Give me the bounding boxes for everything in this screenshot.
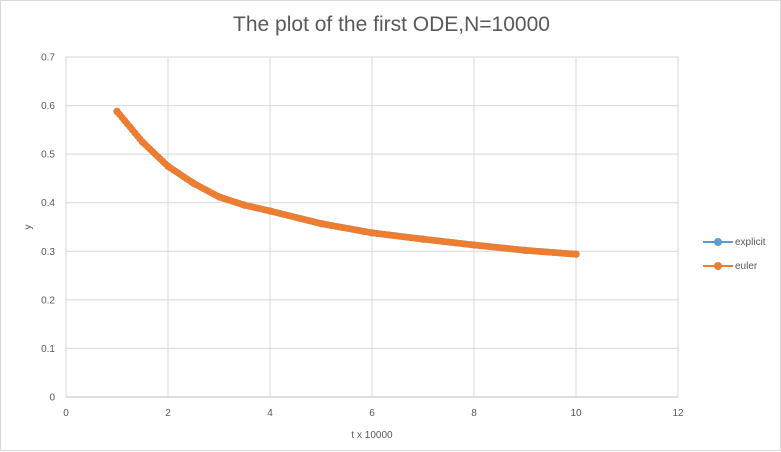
x-tick-label: 12 bbox=[672, 408, 684, 419]
series-line-explicit bbox=[114, 108, 579, 258]
legend-label-explicit: explicit bbox=[735, 236, 766, 248]
y-tick-label: 0.5 bbox=[41, 150, 55, 161]
x-tick-label: 4 bbox=[267, 408, 273, 419]
x-tick-label: 0 bbox=[63, 408, 69, 419]
series-line-euler bbox=[114, 108, 579, 258]
y-tick-label: 0.4 bbox=[41, 198, 55, 209]
dense-marker bbox=[572, 250, 580, 258]
series-euler bbox=[113, 107, 580, 258]
y-tick-label: 0.1 bbox=[41, 344, 55, 355]
x-tick-label: 10 bbox=[570, 408, 582, 419]
x-tick-label: 6 bbox=[369, 408, 375, 419]
y-tick-label: 0 bbox=[49, 393, 55, 404]
legend-swatch-explicit bbox=[703, 237, 733, 247]
series-explicit bbox=[113, 107, 580, 258]
legend-label-euler: euler bbox=[735, 260, 758, 272]
x-tick-label: 2 bbox=[165, 408, 171, 419]
x-axis-title: t x 10000 bbox=[351, 430, 393, 441]
y-axis-title: y bbox=[23, 225, 34, 230]
legend-item-explicit: explicit bbox=[703, 230, 766, 254]
y-tick-label: 0.6 bbox=[41, 101, 55, 112]
x-tick-labels: 0 2 4 6 8 10 12 bbox=[63, 408, 684, 419]
chart-title: The plot of the first ODE,N=10000 bbox=[233, 13, 550, 36]
x-tick-label: 8 bbox=[471, 408, 477, 419]
legend-item-euler: euler bbox=[703, 254, 766, 278]
y-tick-labels: 0 0.1 0.2 0.3 0.4 0.5 0.6 0.7 bbox=[41, 53, 55, 404]
legend-swatch-euler bbox=[703, 261, 733, 271]
y-tick-label: 0.7 bbox=[41, 53, 55, 64]
y-tick-label: 0.3 bbox=[41, 247, 55, 258]
legend: explicit euler bbox=[703, 230, 766, 278]
grid-lines bbox=[65, 56, 679, 398]
data-series bbox=[113, 107, 580, 258]
y-tick-label: 0.2 bbox=[41, 295, 55, 306]
